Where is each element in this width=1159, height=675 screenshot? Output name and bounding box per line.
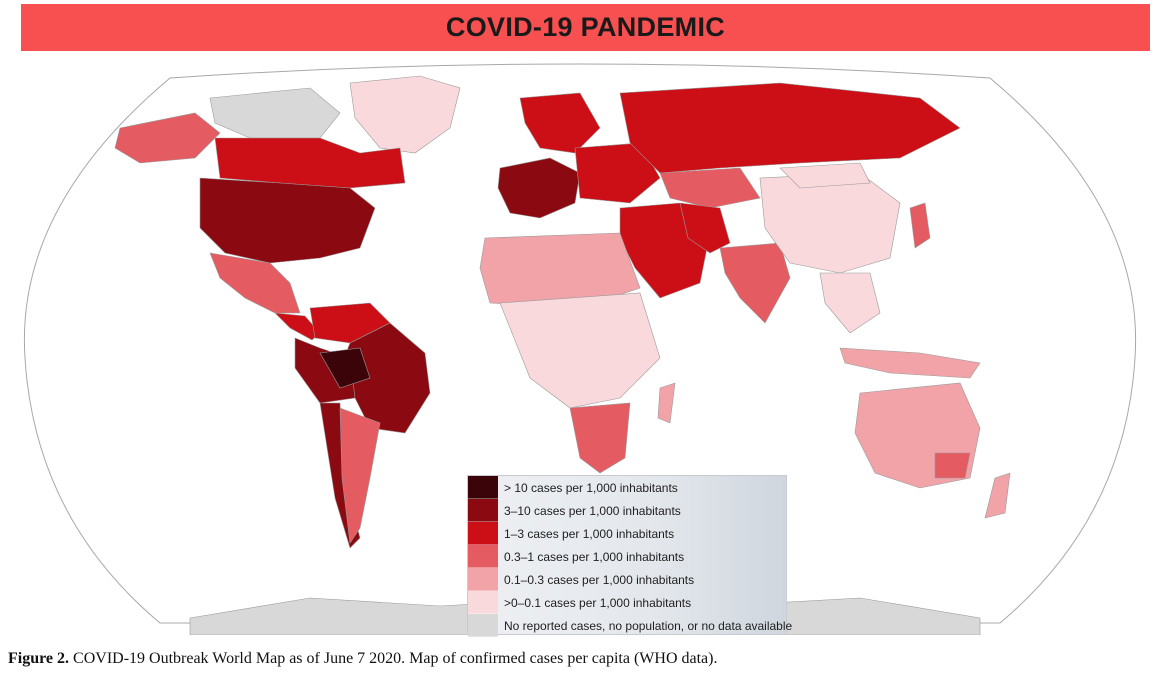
region-madagascar bbox=[657, 382, 676, 424]
legend-label: 3–10 cases per 1,000 inhabitants bbox=[504, 503, 681, 518]
region-canada bbox=[214, 137, 406, 189]
region-greenland bbox=[349, 75, 461, 154]
legend-item: > 10 cases per 1,000 inhabitants bbox=[468, 476, 788, 499]
region-usa bbox=[199, 177, 376, 264]
figure-caption: Figure 2. COVID-19 Outbreak World Map as … bbox=[8, 650, 1148, 668]
legend-item: 0.3–1 cases per 1,000 inhabitants bbox=[468, 545, 788, 568]
legend-swatch bbox=[468, 499, 498, 522]
world-map bbox=[20, 58, 1140, 635]
region-scandinavia bbox=[519, 92, 601, 154]
legend-item: 3–10 cases per 1,000 inhabitants bbox=[468, 499, 788, 522]
region-russia bbox=[619, 82, 961, 174]
legend-swatch bbox=[468, 568, 498, 591]
legend-swatch bbox=[468, 614, 498, 637]
legend-item: >0–0.1 cases per 1,000 inhabitants bbox=[468, 591, 788, 614]
legend-label: 0.1–0.3 cases per 1,000 inhabitants bbox=[504, 572, 695, 587]
legend-swatch bbox=[468, 591, 498, 614]
title-banner: COVID-19 PANDEMIC bbox=[21, 4, 1150, 51]
page-title: COVID-19 PANDEMIC bbox=[445, 12, 726, 42]
region-mexico bbox=[209, 252, 301, 314]
region-eastern-europe bbox=[574, 142, 661, 204]
map-legend: > 10 cases per 1,000 inhabitants 3–10 ca… bbox=[467, 475, 792, 637]
legend-item: 0.1–0.3 cases per 1,000 inhabitants bbox=[468, 568, 788, 591]
legend-label: No reported cases, no population, or no … bbox=[504, 618, 793, 633]
region-argentina bbox=[339, 407, 381, 544]
region-japan bbox=[909, 202, 931, 249]
region-southern-africa bbox=[569, 402, 631, 474]
region-indonesia bbox=[839, 347, 981, 379]
legend-label: > 10 cases per 1,000 inhabitants bbox=[504, 480, 678, 495]
legend-label: 1–3 cases per 1,000 inhabitants bbox=[504, 526, 675, 541]
region-australia-southeast bbox=[934, 452, 971, 479]
region-kazakhstan bbox=[659, 167, 761, 209]
region-southeast-asia bbox=[819, 272, 881, 334]
caption-text: COVID-19 Outbreak World Map as of June 7… bbox=[73, 650, 718, 667]
legend-item: No reported cases, no population, or no … bbox=[468, 614, 792, 637]
legend-label: 0.3–1 cases per 1,000 inhabitants bbox=[504, 549, 685, 564]
region-western-europe bbox=[497, 157, 581, 219]
legend-label: >0–0.1 cases per 1,000 inhabitants bbox=[504, 595, 692, 610]
region-new-zealand bbox=[984, 472, 1011, 519]
legend-item: 1–3 cases per 1,000 inhabitants bbox=[468, 522, 788, 545]
legend-swatch bbox=[468, 476, 498, 499]
world-map-svg bbox=[23, 63, 1137, 635]
legend-swatch bbox=[468, 545, 498, 568]
region-central-africa bbox=[499, 292, 661, 409]
region-amazon-dark bbox=[319, 347, 371, 389]
region-alaska bbox=[114, 112, 221, 164]
region-mongolia bbox=[779, 162, 871, 189]
legend-swatch bbox=[468, 522, 498, 545]
caption-label: Figure 2. bbox=[8, 650, 70, 667]
